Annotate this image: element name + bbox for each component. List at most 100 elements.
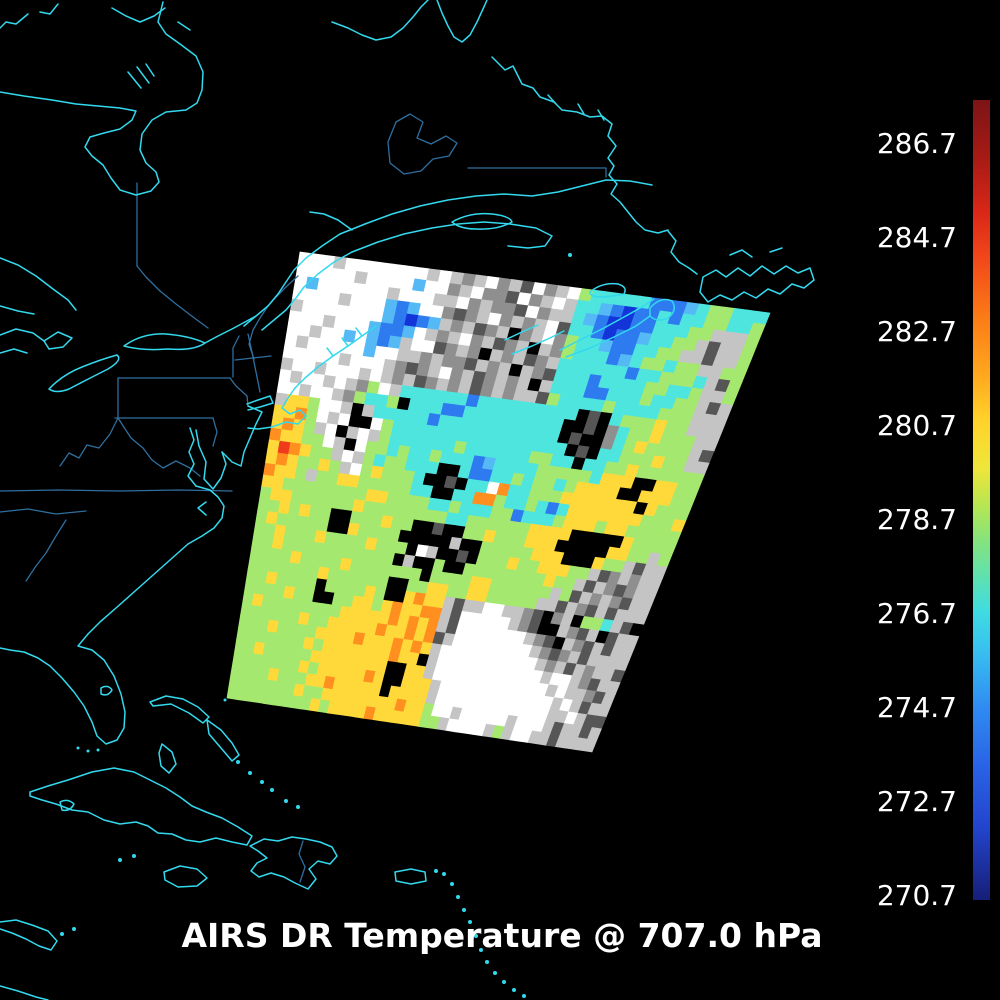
islet-dot [442, 872, 446, 876]
coastline-path [187, 427, 197, 487]
colorbar-label: 286.7 [877, 127, 957, 160]
islet-dot [568, 253, 572, 257]
border-path [467, 167, 607, 178]
coastline-path [243, 233, 341, 327]
border-path [59, 417, 119, 467]
coastline-path [0, 13, 29, 29]
coastline-path [158, 743, 177, 774]
coastline-path [491, 56, 669, 234]
islet-dot [86, 749, 90, 753]
coastline-path [326, 347, 334, 357]
coastline-path [0, 348, 28, 354]
coastline-path [111, 7, 166, 23]
islet-dot [485, 960, 489, 964]
colorbar-label: 284.7 [877, 221, 957, 254]
coastline-path [769, 247, 783, 253]
coastline-path [87, 543, 189, 635]
border-path [25, 519, 67, 582]
coastline-path [195, 429, 227, 490]
islet-dot [284, 799, 288, 803]
coastline-path [341, 337, 349, 347]
political-border-layer [0, 113, 607, 883]
border-path [0, 508, 87, 515]
islet-dot [512, 988, 516, 992]
coastline-path [565, 315, 651, 358]
coastline-path [559, 298, 655, 351]
coastline-path [246, 395, 274, 411]
islet-dot [462, 908, 466, 912]
border-path [298, 840, 306, 883]
coastline-path [667, 230, 698, 275]
coastline-path [0, 305, 35, 315]
border-path [248, 329, 255, 360]
coastline-path [249, 836, 338, 890]
coastline-path [204, 315, 257, 344]
figure-title: AIRS DR Temperature @ 707.0 hPa [181, 916, 822, 955]
colorbar-label: 282.7 [877, 315, 957, 348]
islet-dot [493, 971, 497, 975]
coastline-path [59, 799, 75, 812]
coastline-path [699, 265, 815, 303]
coastline-path [511, 330, 565, 355]
coastline-path [127, 71, 142, 89]
coastline-path [221, 405, 263, 467]
coastline-path [436, 0, 488, 43]
coastline-path [48, 354, 120, 393]
coastline-path [197, 501, 207, 516]
islet-dot [248, 771, 252, 775]
coastline-path [29, 767, 253, 846]
border-path [136, 182, 209, 329]
border-path [0, 489, 233, 492]
coastline-path [331, 0, 429, 41]
coastline-path [261, 251, 353, 331]
islet-dot [60, 932, 64, 936]
coastline-path [597, 109, 605, 121]
coastline-path [136, 66, 150, 84]
coastline-path [547, 94, 557, 105]
colorbar-label: 272.7 [877, 785, 957, 818]
islet-dot [468, 920, 472, 924]
border-path [117, 417, 201, 477]
islet-dot [76, 746, 80, 750]
islet-dot [474, 934, 478, 938]
islet-dot [270, 788, 274, 792]
coastline-path [206, 719, 240, 762]
coastline-path [149, 695, 210, 724]
colorbar-label: 276.7 [877, 597, 957, 630]
border-path [232, 335, 240, 378]
islet-dot [434, 869, 438, 873]
coastline-path [729, 249, 753, 258]
coastline-path [0, 919, 58, 951]
islet-dot [456, 895, 460, 899]
coastline-path [0, 985, 49, 1000]
islet-dot [260, 780, 264, 784]
colorbar-label: 278.7 [877, 503, 957, 536]
coastline-path [0, 1, 204, 196]
coastline-path [43, 331, 73, 350]
coastline-path [145, 63, 155, 77]
border-path [276, 275, 299, 297]
islet-dot [296, 805, 300, 809]
colorbar-label: 270.7 [877, 879, 957, 912]
islet-dot [479, 948, 483, 952]
coastline-path [177, 21, 191, 31]
coastline-path [451, 212, 513, 230]
small-island-layer [60, 253, 572, 998]
swath-cell [303, 288, 318, 303]
colorbar [973, 100, 990, 900]
coastline-path [187, 485, 225, 545]
coastline-path [39, 3, 59, 15]
islet-dot [450, 882, 454, 886]
islet-dot [118, 858, 122, 862]
coastline-path [589, 282, 626, 298]
swath-cell [582, 738, 598, 753]
border-path [212, 417, 218, 447]
colorbar-label: 274.7 [877, 691, 957, 724]
coastline-path [163, 865, 208, 888]
coastline-path [504, 324, 539, 341]
coastline-layer [0, 0, 815, 1000]
coastline-path [649, 298, 675, 321]
islet-dot [522, 994, 526, 998]
